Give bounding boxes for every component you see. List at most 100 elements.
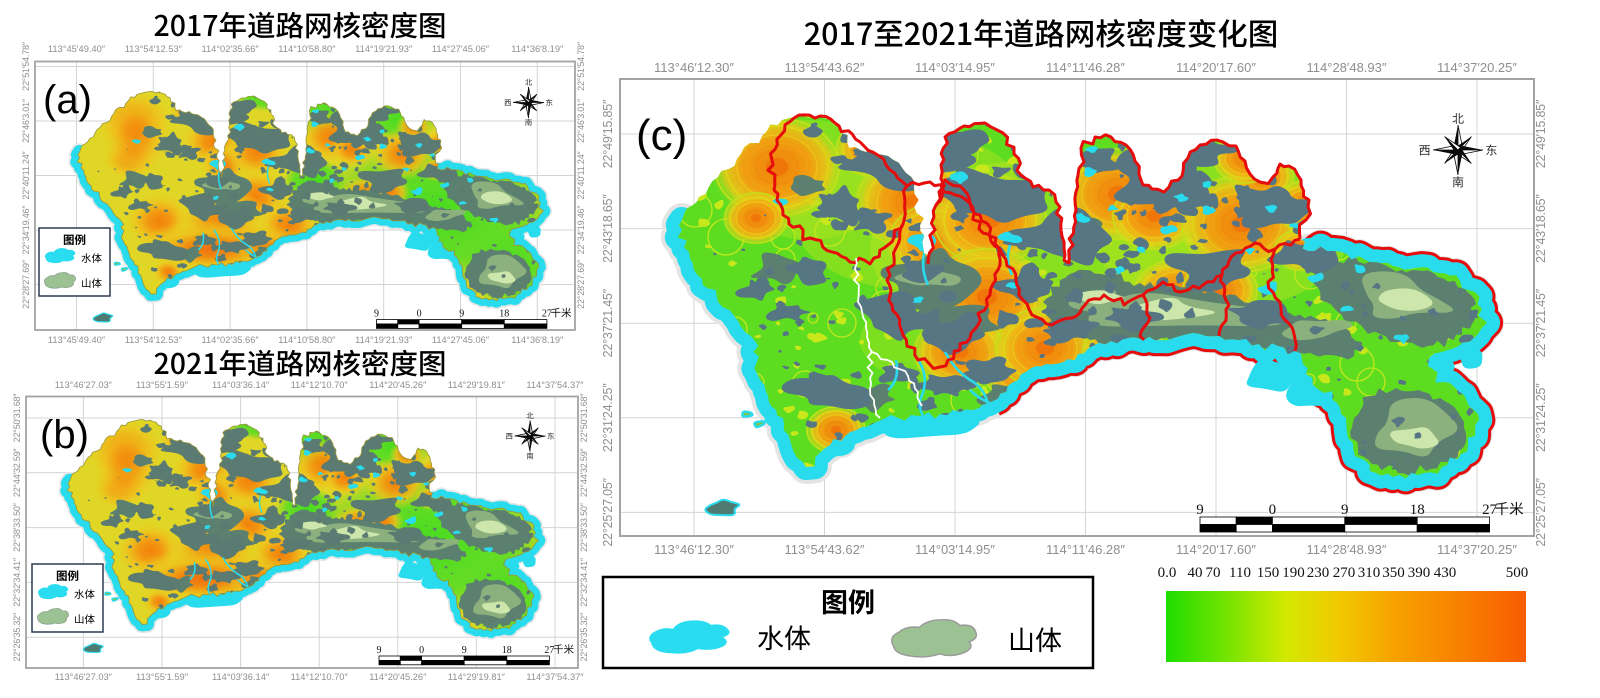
svg-text:113°55′1.59″: 113°55′1.59″ xyxy=(136,380,189,390)
svg-text:9: 9 xyxy=(459,309,464,320)
svg-text:114°37′54.37″: 114°37′54.37″ xyxy=(526,380,584,390)
svg-text:114°03′14.95″: 114°03′14.95″ xyxy=(915,60,995,75)
svg-text:310: 310 xyxy=(1358,565,1381,581)
svg-text:22°50′31.68″: 22°50′31.68″ xyxy=(579,393,589,443)
svg-text:114°36′8.19″: 114°36′8.19″ xyxy=(511,335,564,345)
svg-text:230: 230 xyxy=(1307,565,1330,581)
svg-text:114°03′36.14″: 114°03′36.14″ xyxy=(212,672,270,682)
svg-text:22°40′11.24″: 22°40′11.24″ xyxy=(21,151,31,200)
svg-text:350: 350 xyxy=(1382,565,1405,581)
svg-text:114°36′8.19″: 114°36′8.19″ xyxy=(511,44,564,54)
svg-text:113°55′1.59″: 113°55′1.59″ xyxy=(136,672,189,682)
svg-text:22°34′19.46″: 22°34′19.46″ xyxy=(576,205,586,255)
svg-text:(c): (c) xyxy=(636,111,687,160)
svg-text:114°03′36.14″: 114°03′36.14″ xyxy=(212,380,270,390)
svg-text:390: 390 xyxy=(1408,565,1431,581)
svg-text:18: 18 xyxy=(499,309,509,320)
svg-text:27: 27 xyxy=(1482,502,1498,518)
svg-text:22°31′24.25″: 22°31′24.25″ xyxy=(601,383,615,452)
svg-text:22°38′33.50″: 22°38′33.50″ xyxy=(12,502,22,552)
svg-text:22°37′21.45″: 22°37′21.45″ xyxy=(1534,288,1548,357)
svg-text:(a): (a) xyxy=(43,78,92,122)
svg-text:190: 190 xyxy=(1282,565,1305,581)
svg-text:114°20′17.60″: 114°20′17.60″ xyxy=(1176,542,1256,557)
svg-text:22°32′34.41″: 22°32′34.41″ xyxy=(579,557,589,607)
svg-text:22°25′27.05″: 22°25′27.05″ xyxy=(601,477,615,546)
svg-text:0: 0 xyxy=(1269,502,1277,518)
svg-text:150: 150 xyxy=(1257,565,1280,581)
svg-text:114°10′58.80″: 114°10′58.80″ xyxy=(278,44,336,54)
svg-text:113°45′49.40″: 113°45′49.40″ xyxy=(48,44,106,54)
svg-text:113°46′12.30″: 113°46′12.30″ xyxy=(654,60,734,75)
svg-text:22°37′21.45″: 22°37′21.45″ xyxy=(601,288,615,357)
svg-text:22°32′34.41″: 22°32′34.41″ xyxy=(12,557,22,607)
svg-text:22°38′33.50″: 22°38′33.50″ xyxy=(579,502,589,552)
svg-text:114°10′58.80″: 114°10′58.80″ xyxy=(278,335,336,345)
svg-text:110: 110 xyxy=(1229,565,1251,581)
svg-text:114°12′10.70″: 114°12′10.70″ xyxy=(291,380,349,390)
svg-text:9: 9 xyxy=(462,645,467,656)
svg-text:113°46′12.30″: 113°46′12.30″ xyxy=(654,542,734,557)
svg-text:113°46′27.03″: 113°46′27.03″ xyxy=(55,672,113,682)
svg-text:22°51′54.78″: 22°51′54.78″ xyxy=(21,41,31,91)
svg-text:114°28′48.93″: 114°28′48.93″ xyxy=(1307,542,1387,557)
svg-text:27: 27 xyxy=(542,309,552,320)
svg-text:18: 18 xyxy=(1410,502,1425,518)
svg-text:22°31′24.25″: 22°31′24.25″ xyxy=(1534,383,1548,452)
svg-text:27: 27 xyxy=(544,645,554,656)
svg-text:113°54′12.53″: 113°54′12.53″ xyxy=(125,335,183,345)
svg-text:114°12′10.70″: 114°12′10.70″ xyxy=(291,672,349,682)
svg-text:113°54′43.62″: 113°54′43.62″ xyxy=(785,542,865,557)
svg-text:0: 0 xyxy=(417,309,422,320)
svg-text:(b): (b) xyxy=(40,413,89,457)
svg-text:22°28′27.69″: 22°28′27.69″ xyxy=(576,259,586,309)
svg-text:70: 70 xyxy=(1206,565,1221,581)
svg-text:114°19′21.93″: 114°19′21.93″ xyxy=(355,335,413,345)
svg-text:114°02′35.66″: 114°02′35.66″ xyxy=(202,335,260,345)
svg-text:22°28′27.69″: 22°28′27.69″ xyxy=(21,259,31,309)
svg-text:114°20′17.60″: 114°20′17.60″ xyxy=(1176,60,1256,75)
svg-text:9: 9 xyxy=(1196,502,1204,518)
svg-text:114°11′46.28″: 114°11′46.28″ xyxy=(1046,60,1125,75)
svg-text:22°50′31.68″: 22°50′31.68″ xyxy=(12,393,22,443)
svg-text:22°49′15.85″: 22°49′15.85″ xyxy=(601,99,615,168)
svg-text:114°20′45.26″: 114°20′45.26″ xyxy=(369,380,427,390)
svg-text:22°44′32.59″: 22°44′32.59″ xyxy=(579,447,589,497)
svg-text:9: 9 xyxy=(377,645,382,656)
svg-text:114°19′21.93″: 114°19′21.93″ xyxy=(355,44,413,54)
svg-text:114°27′45.06″: 114°27′45.06″ xyxy=(432,335,490,345)
svg-text:270: 270 xyxy=(1333,565,1356,581)
svg-text:22°43′18.65″: 22°43′18.65″ xyxy=(601,194,615,263)
svg-text:500: 500 xyxy=(1506,565,1529,581)
svg-text:114°29′19.81″: 114°29′19.81″ xyxy=(448,380,506,390)
svg-text:114°37′54.37″: 114°37′54.37″ xyxy=(526,672,584,682)
svg-text:113°54′12.53″: 113°54′12.53″ xyxy=(125,44,183,54)
svg-text:9: 9 xyxy=(374,309,379,320)
svg-text:22°51′54.78″: 22°51′54.78″ xyxy=(576,41,586,91)
svg-text:430: 430 xyxy=(1434,565,1457,581)
svg-text:113°46′27.03″: 113°46′27.03″ xyxy=(55,380,113,390)
svg-text:22°25′27.05″: 22°25′27.05″ xyxy=(1534,477,1548,546)
svg-text:22°44′32.59″: 22°44′32.59″ xyxy=(12,447,22,497)
svg-text:114°27′45.06″: 114°27′45.06″ xyxy=(432,44,490,54)
svg-text:22°26′35.32″: 22°26′35.32″ xyxy=(12,612,22,662)
svg-text:113°45′49.40″: 113°45′49.40″ xyxy=(48,335,106,345)
svg-text:22°34′19.46″: 22°34′19.46″ xyxy=(21,205,31,255)
svg-text:22°43′18.65″: 22°43′18.65″ xyxy=(1534,194,1548,263)
svg-text:0: 0 xyxy=(419,645,424,656)
svg-text:22°26′35.32″: 22°26′35.32″ xyxy=(579,612,589,662)
svg-text:114°11′46.28″: 114°11′46.28″ xyxy=(1046,542,1125,557)
svg-text:22°46′3.01″: 22°46′3.01″ xyxy=(576,98,586,143)
svg-text:22°46′3.01″: 22°46′3.01″ xyxy=(21,98,31,143)
svg-text:114°29′19.81″: 114°29′19.81″ xyxy=(448,672,506,682)
svg-text:9: 9 xyxy=(1341,502,1349,518)
svg-text:114°20′45.26″: 114°20′45.26″ xyxy=(369,672,427,682)
svg-text:18: 18 xyxy=(502,645,512,656)
svg-text:114°28′48.93″: 114°28′48.93″ xyxy=(1307,60,1387,75)
svg-text:22°49′15.85″: 22°49′15.85″ xyxy=(1534,99,1548,168)
svg-text:40: 40 xyxy=(1188,565,1203,581)
svg-text:114°37′20.25″: 114°37′20.25″ xyxy=(1437,542,1517,557)
svg-text:22°40′11.24″: 22°40′11.24″ xyxy=(576,151,586,200)
svg-text:0.0: 0.0 xyxy=(1158,565,1177,581)
svg-text:114°03′14.95″: 114°03′14.95″ xyxy=(915,542,995,557)
